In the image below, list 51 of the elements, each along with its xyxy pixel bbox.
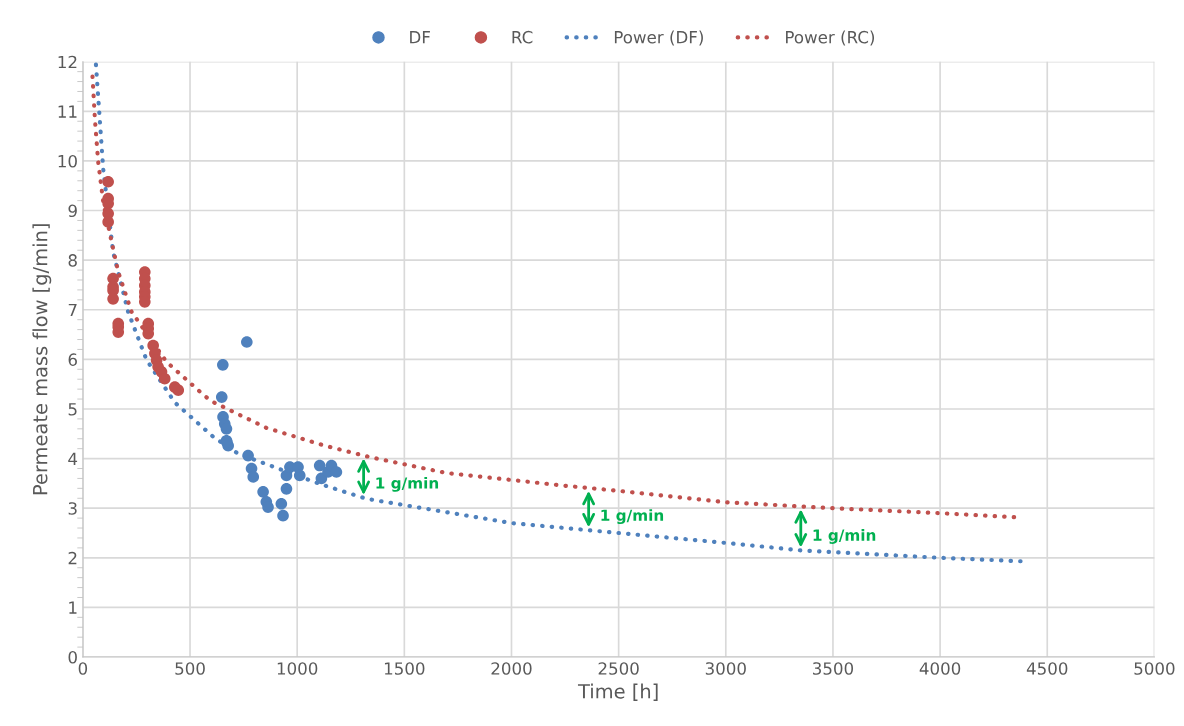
x-tick-label: 3500 [813,662,854,675]
y-tick-label: 8 [68,254,77,267]
x-axis-title: Time [h] [577,683,658,701]
y-tick-label: 6 [68,353,77,366]
point [277,509,289,522]
x-tick-label: 1500 [384,662,425,675]
point [247,471,260,483]
y-tick-label: 2 [68,551,77,565]
y-tick-label: 1 [69,601,77,614]
x-tick-label: 2000 [491,662,532,675]
x-tick-label: 2500 [598,662,639,675]
point [241,336,253,348]
point [102,175,114,188]
annotation: 1 g/min [376,476,439,492]
y-tick-label: 4 [68,452,78,465]
legend-label: DF [410,31,430,44]
legend-label: Power (DF) [614,30,703,46]
point [107,293,119,305]
legend-label: Power (RC) [786,30,875,46]
point [220,423,233,435]
y-tick-label: 3 [68,502,77,515]
point [257,486,269,498]
x-tick-label: 5000 [1134,662,1175,675]
legend-label: RC [512,30,533,44]
point [280,483,293,495]
point [217,359,229,371]
annotation: 1 g/min [601,509,664,525]
y-tick-label: 9 [68,204,77,218]
point [313,459,326,472]
point [158,372,171,385]
point [293,469,306,482]
x-tick-label: 500 [175,662,205,675]
y-tick-label: 10 [58,154,77,168]
point [102,216,114,228]
y-tick-label: 7 [68,303,77,317]
x-tick-label: 3000 [705,662,746,675]
x-tick-label: 0 [78,662,88,675]
point [315,472,328,485]
y-tick-label: 11 [58,105,77,118]
y-tick-label: 0 [68,650,77,664]
annotation: 1 g/min [813,529,876,544]
x-tick-label: 4000 [919,662,961,675]
point [215,391,228,403]
point [172,384,185,396]
y-tick-label: 12 [58,55,77,69]
x-tick-label: 4500 [1026,662,1068,675]
y-axis-title: Permeate mass flow [g/min] [32,224,52,495]
y-tick-label: 5 [68,403,77,416]
point [275,497,288,510]
point [242,449,254,462]
x-tick-label: 1000 [277,662,318,675]
